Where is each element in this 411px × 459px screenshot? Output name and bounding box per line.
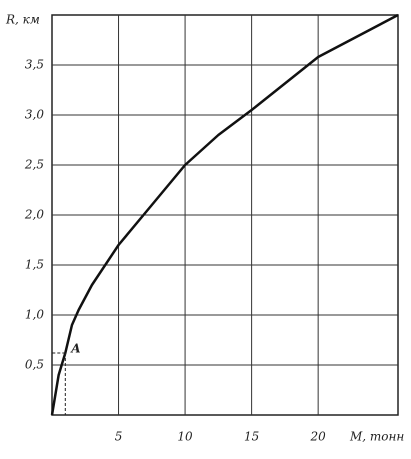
annotation-label: A	[70, 342, 80, 356]
x-axis-label: M, тонн	[349, 430, 404, 444]
y-tick-label: 2,0	[24, 208, 44, 222]
x-tick-label: 20	[310, 430, 327, 444]
y-axis-label: R, км	[5, 13, 40, 27]
y-tick-label: 1,5	[25, 258, 44, 272]
y-tick-label: 0,5	[25, 358, 44, 372]
x-tick-label: 10	[177, 430, 193, 444]
y-tick-label: 2,5	[24, 158, 44, 172]
x-tick-label: 15	[244, 430, 259, 444]
y-tick-label: 3,0	[25, 108, 44, 122]
y-tick-label: 1,0	[25, 308, 44, 322]
y-tick-label: 3,5	[25, 58, 44, 72]
x-tick-label: 5	[115, 430, 123, 444]
